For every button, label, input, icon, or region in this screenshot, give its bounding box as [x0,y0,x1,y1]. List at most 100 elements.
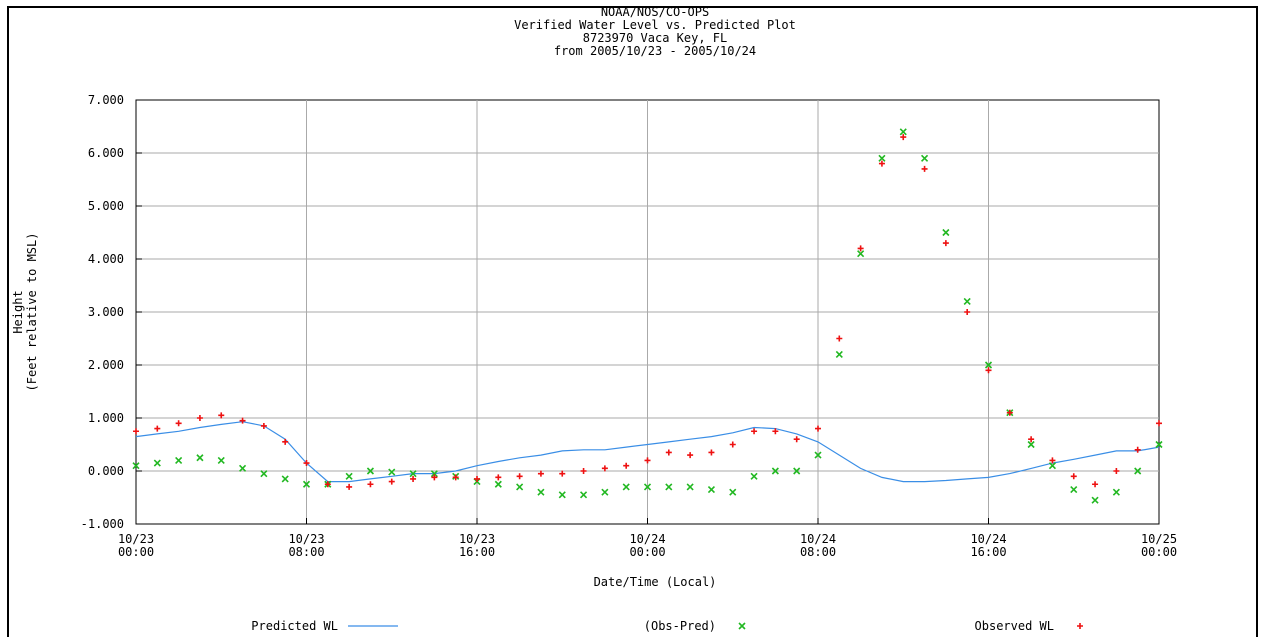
legend-key [738,622,746,630]
data-point [1048,462,1057,470]
data-point [218,412,225,419]
data-point [772,428,779,435]
y-tick-label: 4.000 [88,252,124,266]
data-point [516,473,523,480]
data-point [452,474,459,481]
data-point [623,462,630,469]
data-point [1134,446,1141,453]
data-point [537,470,544,477]
x-tick-label-line: 08:00 [288,545,324,559]
data-point [260,470,268,478]
y-tick-label: -1.000 [81,517,124,531]
x-tick-label: 10/23 08:00 [288,532,324,559]
y-tick-label: 3.000 [88,305,124,319]
data-point [1006,409,1013,416]
data-point [793,436,800,443]
data-point [302,480,311,488]
x-tick-label: 10/25 00:00 [1141,532,1177,559]
data-point [217,456,225,464]
data-point [751,428,758,435]
x-axis-label: Date/Time (Local) [594,575,717,589]
data-point [1092,481,1099,488]
data-point [985,367,992,374]
data-point [281,475,289,483]
data-point [132,462,140,470]
data-point [474,475,480,482]
chart-title: from 2005/10/23 - 2005/10/24 [554,44,756,58]
data-point [1028,436,1035,443]
x-tick-label: 10/23 00:00 [118,532,154,559]
data-point [793,467,801,475]
data-point [579,491,588,499]
data-point [1091,496,1099,504]
x-tick-label-line: 10/23 [118,532,154,546]
data-point [388,468,396,476]
data-point [153,459,161,467]
data-point [559,470,566,477]
data-point [366,467,375,475]
data-point [857,245,864,252]
data-point [920,154,929,162]
data-point [984,361,993,369]
data-point [1156,420,1162,427]
data-point [921,165,928,172]
data-point [963,297,971,305]
data-point [1049,457,1056,464]
frame [7,6,1258,637]
data-point [622,483,630,491]
legend-label: Observed WL [975,619,1054,633]
data-point [1070,485,1078,494]
data-point [942,240,949,247]
data-point [707,485,716,494]
data-point [346,483,353,490]
x-tick-label-line: 00:00 [118,545,154,559]
data-point [899,128,907,136]
data-point [495,474,502,481]
data-point [196,454,204,462]
data-point [345,472,353,480]
data-point [1070,473,1077,480]
legend-label: (Obs-Pred) [644,619,716,633]
data-point [367,481,374,488]
data-point [665,449,672,456]
data-point [729,441,736,448]
data-point [558,491,566,499]
data-point [601,465,608,472]
data-point [729,488,737,496]
data-point [771,467,779,475]
data-point [942,228,950,237]
data-point [643,483,652,491]
data-point [175,420,182,427]
data-point [1112,488,1120,496]
x-tick-label: 10/24 08:00 [800,532,836,559]
y-tick-label: 5.000 [88,199,124,213]
data-point [900,134,907,141]
data-point [282,438,289,445]
data-point [708,449,715,456]
data-point [964,309,971,315]
data-point [388,478,395,485]
chart-title: Verified Water Level vs. Predicted Plot [514,18,796,32]
y-tick-label: 7.000 [88,93,124,107]
y-axis-label: (Feet relative to MSL) [25,233,39,392]
data-point [686,483,694,491]
data-point [409,470,417,478]
data-point [644,457,651,464]
chart-title: NOAA/NOS/CO-OPS [601,5,709,19]
data-point [665,483,673,491]
data-point [835,350,843,358]
data-point [836,335,843,342]
x-tick-label-line: 16:00 [459,545,495,559]
data-point [687,452,694,459]
x-tick-label-line: 16:00 [970,545,1006,559]
data-point [133,428,139,435]
x-tick-label-line: 10/25 [1141,532,1177,546]
data-point [814,451,822,459]
data-point [815,425,821,432]
x-tick-label-line: 00:00 [629,545,665,559]
y-tick-label: 2.000 [88,358,124,372]
legend-label: Predicted WL [251,619,338,633]
x-tick-label-line: 00:00 [1141,545,1177,559]
data-point [431,474,438,481]
